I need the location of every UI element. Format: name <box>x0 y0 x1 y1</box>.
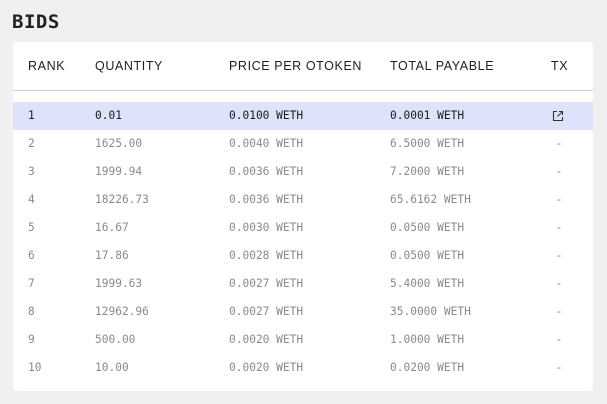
total-cell: 0.0200 WETH <box>390 361 465 374</box>
tx-cell: - <box>555 333 563 346</box>
header-price: PRICE PER OTOKEN <box>229 59 363 73</box>
total-cell: 65.6162 WETH <box>390 193 471 206</box>
table-header: RANK QUANTITY PRICE PER OTOKEN TOTAL PAY… <box>13 42 593 91</box>
table-row: 8 12962.96 0.0027 WETH 35.0000 WETH - <box>13 298 593 326</box>
rank-cell: 10 <box>28 361 42 374</box>
header-quantity: QUANTITY <box>95 59 163 73</box>
table-row: 4 18226.73 0.0036 WETH 65.6162 WETH - <box>13 186 593 214</box>
tx-cell: - <box>555 221 563 234</box>
external-link-icon[interactable] <box>552 110 564 122</box>
quantity-cell: 0.01 <box>95 109 122 122</box>
quantity-cell: 1999.63 <box>95 277 143 290</box>
total-cell: 0.0500 WETH <box>390 249 465 262</box>
table-row: 10 10.00 0.0020 WETH 0.0200 WETH - <box>13 354 593 382</box>
total-cell: 6.5000 WETH <box>390 137 465 150</box>
table-row: 5 16.67 0.0030 WETH 0.0500 WETH - <box>13 214 593 242</box>
table-body: 1 0.01 0.0100 WETH 0.0001 WETH 2 1625.00 0.004… <box>13 102 593 382</box>
total-cell: 5.4000 WETH <box>390 277 465 290</box>
table-row: 2 1625.00 0.0040 WETH 6.5000 WETH - <box>13 130 593 158</box>
price-cell: 0.0027 WETH <box>229 305 304 318</box>
tx-cell: - <box>555 193 563 206</box>
page-title: BIDS <box>12 11 60 33</box>
total-cell: 0.0500 WETH <box>390 221 465 234</box>
rank-cell: 9 <box>28 333 35 346</box>
tx-link[interactable] <box>552 102 566 122</box>
tx-cell: - <box>555 137 563 150</box>
rank-cell: 4 <box>28 193 35 206</box>
header-rank: RANK <box>28 59 66 73</box>
table-row: 7 1999.63 0.0027 WETH 5.4000 WETH - <box>13 270 593 298</box>
quantity-cell: 12962.96 <box>95 305 149 318</box>
tx-cell: - <box>555 305 563 318</box>
table-row: 3 1999.94 0.0036 WETH 7.2000 WETH - <box>13 158 593 186</box>
quantity-cell: 16.67 <box>95 221 129 234</box>
rank-cell: 1 <box>28 109 35 122</box>
total-cell: 7.2000 WETH <box>390 165 465 178</box>
price-cell: 0.0027 WETH <box>229 277 304 290</box>
price-cell: 0.0036 WETH <box>229 193 304 206</box>
quantity-cell: 10.00 <box>95 361 129 374</box>
header-total: TOTAL PAYABLE <box>390 59 495 73</box>
bids-table: RANK QUANTITY PRICE PER OTOKEN TOTAL PAY… <box>13 42 593 391</box>
total-cell: 1.0000 WETH <box>390 333 465 346</box>
rank-cell: 2 <box>28 137 35 150</box>
quantity-cell: 18226.73 <box>95 193 149 206</box>
quantity-cell: 1625.00 <box>95 137 143 150</box>
table-row: 6 17.86 0.0028 WETH 0.0500 WETH - <box>13 242 593 270</box>
price-cell: 0.0036 WETH <box>229 165 304 178</box>
rank-cell: 8 <box>28 305 35 318</box>
price-cell: 0.0028 WETH <box>229 249 304 262</box>
header-tx: TX <box>551 59 569 73</box>
rank-cell: 5 <box>28 221 35 234</box>
price-cell: 0.0100 WETH <box>229 109 304 122</box>
tx-cell: - <box>555 361 563 374</box>
total-cell: 0.0001 WETH <box>390 109 465 122</box>
price-cell: 0.0030 WETH <box>229 221 304 234</box>
total-cell: 35.0000 WETH <box>390 305 471 318</box>
quantity-cell: 1999.94 <box>95 165 143 178</box>
rank-cell: 3 <box>28 165 35 178</box>
tx-cell: - <box>555 165 563 178</box>
tx-cell: - <box>555 249 563 262</box>
tx-cell: - <box>555 277 563 290</box>
quantity-cell: 500.00 <box>95 333 136 346</box>
table-row: 1 0.01 0.0100 WETH 0.0001 WETH <box>13 102 593 130</box>
price-cell: 0.0020 WETH <box>229 333 304 346</box>
rank-cell: 6 <box>28 249 35 262</box>
quantity-cell: 17.86 <box>95 249 129 262</box>
price-cell: 0.0020 WETH <box>229 361 304 374</box>
price-cell: 0.0040 WETH <box>229 137 304 150</box>
rank-cell: 7 <box>28 277 35 290</box>
table-row: 9 500.00 0.0020 WETH 1.0000 WETH - <box>13 326 593 354</box>
